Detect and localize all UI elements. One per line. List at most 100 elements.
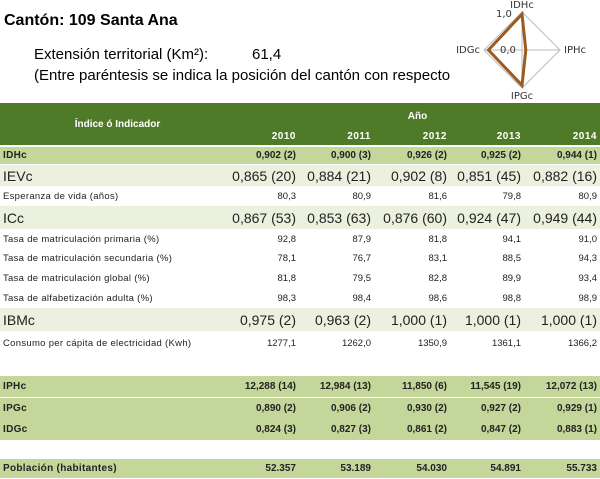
row-label: IBMc	[3, 311, 35, 328]
cell-value: 98,4	[352, 292, 372, 304]
row-label: IDHc	[3, 150, 27, 161]
cell-value: 0,867 (53)	[232, 209, 296, 226]
label-header: Índice ó Indicador	[74, 118, 161, 130]
cell-value: 0,824 (3)	[255, 424, 296, 435]
row-label: IPGc	[3, 403, 27, 414]
cell-value: 79,5	[352, 273, 372, 284]
cell-value: 76,7	[352, 253, 372, 264]
cell-value: 89,9	[502, 273, 522, 284]
row-band	[0, 308, 600, 331]
row-label: Tasa de matriculación global (%)	[3, 273, 150, 284]
cell-value: 80,9	[578, 190, 598, 202]
year-label: 2010	[271, 131, 296, 142]
extension-label: Extensión territorial (Km²):	[34, 46, 209, 63]
radar-chart: 1,0 0,0 IDHc IPHc IPGc IDGc	[455, 0, 590, 102]
cell-value: 0,930 (2)	[406, 403, 447, 414]
row-band	[0, 165, 600, 186]
row-label: Esperanza de vida (años)	[3, 190, 119, 202]
year-label: 2011	[347, 131, 371, 142]
row-band	[0, 398, 600, 419]
cell-value: 0,861 (2)	[406, 424, 447, 435]
cell-value: 94,3	[578, 253, 598, 264]
cell-value: 0,827 (3)	[330, 424, 371, 435]
cell-value: 1,000 (1)	[390, 311, 447, 328]
cell-value: 1350,9	[417, 337, 447, 349]
row-band	[0, 187, 600, 205]
cell-value: 98,6	[428, 292, 448, 304]
note: (Entre paréntesis se indica la posición …	[34, 67, 487, 84]
radar-axis-label: IDHc	[510, 0, 534, 11]
row-label: Población (habitantes)	[3, 463, 117, 474]
header-band	[0, 103, 600, 145]
radar-axis-label: IPHc	[564, 45, 586, 56]
cell-value: 52.357	[265, 463, 296, 474]
row-band	[0, 249, 600, 268]
cell-value: 54.891	[490, 463, 521, 474]
cell-value: 82,8	[428, 273, 448, 284]
cell-value: 88,5	[502, 253, 522, 264]
cell-value: 0,884 (21)	[307, 167, 371, 184]
cell-value: 0,929 (1)	[556, 403, 597, 414]
cell-value: 1277,1	[266, 337, 296, 349]
cell-value: 0,926 (2)	[406, 150, 447, 161]
row-band	[0, 269, 600, 288]
cell-value: 87,9	[352, 234, 372, 245]
cell-value: 0,883 (1)	[556, 424, 597, 435]
row-label: IDGc	[3, 424, 28, 435]
row-band	[0, 419, 600, 440]
cell-value: 1,000 (1)	[540, 311, 597, 328]
cell-value: 0,949 (44)	[533, 209, 597, 226]
year-label: 2014	[572, 131, 597, 142]
row-label: Tasa de matriculación primaria (%)	[3, 234, 160, 245]
cell-value: 80,3	[277, 190, 297, 202]
cell-value: 1361,1	[491, 337, 521, 349]
cell-value: 98,9	[578, 292, 598, 304]
cell-value: 53.189	[340, 463, 371, 474]
cell-value: 0,847 (2)	[480, 424, 521, 435]
cell-value: 98,3	[277, 292, 297, 304]
row-label: IEVc	[3, 167, 33, 184]
cell-value: 91,0	[578, 234, 598, 245]
cell-value: 0,924 (47)	[457, 209, 521, 226]
row-band	[0, 376, 600, 397]
cell-value: 12,288 (14)	[244, 381, 296, 392]
cell-value: 0,900 (3)	[330, 150, 371, 161]
cell-value: 78,1	[277, 253, 297, 264]
row-label: ICc	[3, 209, 24, 226]
cell-value: 79,8	[502, 190, 522, 202]
radar-tick-label: 1,0	[496, 9, 512, 20]
cell-value: 81,6	[428, 190, 448, 202]
cell-value: 11,545 (19)	[470, 381, 521, 392]
cell-value: 0,925 (2)	[480, 150, 521, 161]
year-label: 2013	[496, 131, 521, 142]
row-band	[0, 147, 600, 164]
cell-value: 1366,2	[567, 337, 597, 349]
cell-value: 12,072 (13)	[545, 381, 597, 392]
cell-value: 80,9	[352, 190, 372, 202]
cell-value: 92,8	[277, 234, 297, 245]
cell-value: 81,8	[428, 234, 448, 245]
cell-value: 54.030	[416, 463, 447, 474]
cell-value: 0,902 (8)	[390, 167, 447, 184]
year-header: Año	[407, 110, 428, 122]
row-label: Tasa de alfabetización adulta (%)	[3, 292, 153, 304]
row-band	[0, 459, 600, 478]
cell-value: 83,1	[428, 253, 448, 264]
extension-value: 61,4	[252, 46, 282, 63]
row-label: IPHc	[3, 381, 27, 392]
cell-value: 12,984 (13)	[319, 381, 371, 392]
cell-value: 0,906 (2)	[330, 403, 371, 414]
radar-series	[486, 10, 528, 89]
cell-value: 0,876 (60)	[383, 209, 447, 226]
radar-tick-label: 0,0	[500, 45, 516, 56]
cell-value: 0,902 (2)	[255, 150, 296, 161]
cell-value: 98,8	[502, 292, 522, 304]
cell-value: 11,850 (6)	[401, 381, 447, 392]
cell-value: 0,975 (2)	[239, 311, 296, 328]
cell-value: 55.733	[566, 463, 597, 474]
row-band	[0, 289, 600, 307]
cell-value: 1,000 (1)	[464, 311, 521, 328]
cell-value: 1262,0	[341, 337, 371, 349]
cell-value: 81,8	[277, 273, 297, 284]
